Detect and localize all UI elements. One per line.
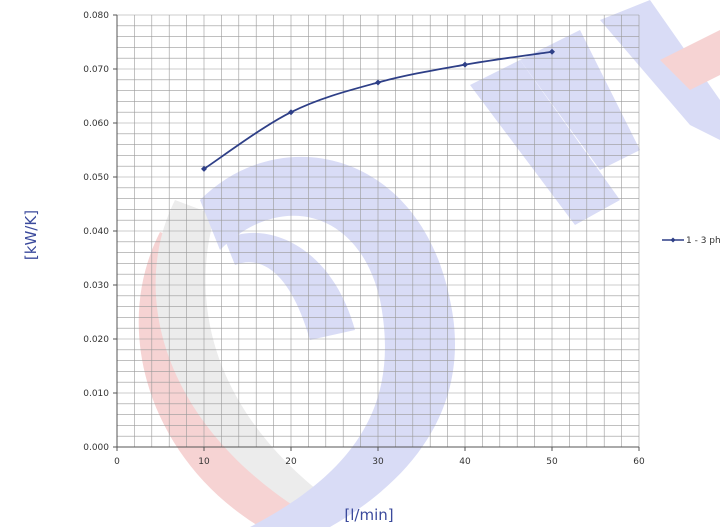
- legend: 1 - 3 ph: [662, 236, 720, 246]
- watermark-red-accent: [660, 30, 720, 90]
- legend-marker: [670, 237, 676, 243]
- data-point: [549, 48, 555, 55]
- y-tick-label: 0.050: [83, 173, 109, 183]
- watermark-gray-arc: [155, 200, 330, 510]
- y-tick-label: 0.040: [83, 227, 109, 237]
- x-axis-title: [l/min]: [344, 506, 393, 524]
- label-layer: 0 10 20 30 40 50 60 0.000 0.010 0.020 0.030 0.040 0.…: [83, 11, 645, 467]
- legend-label: 1 - 3 ph: [686, 236, 720, 246]
- data-point: [201, 165, 207, 172]
- x-tick-label: 20: [285, 457, 297, 467]
- y-tick-label: 0.030: [83, 281, 109, 291]
- y-axis-title: [kW/K]: [22, 210, 40, 260]
- y-tick-label: 0.060: [83, 119, 109, 129]
- watermark-blue-h2: [520, 30, 640, 170]
- y-tick-label: 0.070: [83, 65, 109, 75]
- watermark-blue-d-inner: [225, 232, 355, 340]
- series-layer: [201, 48, 555, 172]
- x-tick-label: 40: [459, 457, 471, 467]
- x-tick-label: 50: [546, 457, 558, 467]
- data-point: [462, 61, 468, 68]
- x-tick-label: 10: [198, 457, 210, 467]
- x-tick-label: 60: [633, 457, 645, 467]
- watermark-blue-i: [600, 0, 720, 140]
- axis-layer: [113, 14, 640, 451]
- x-tick-label: 0: [114, 457, 120, 467]
- y-tick-label: 0.080: [83, 11, 109, 21]
- y-tick-label: 0.000: [83, 443, 109, 453]
- x-tick-label: 30: [372, 457, 384, 467]
- watermark-blue-d: [200, 156, 455, 527]
- y-tick-label: 0.020: [83, 335, 109, 345]
- data-point: [288, 109, 294, 116]
- data-point: [375, 79, 381, 86]
- y-tick-label: 0.010: [83, 389, 109, 399]
